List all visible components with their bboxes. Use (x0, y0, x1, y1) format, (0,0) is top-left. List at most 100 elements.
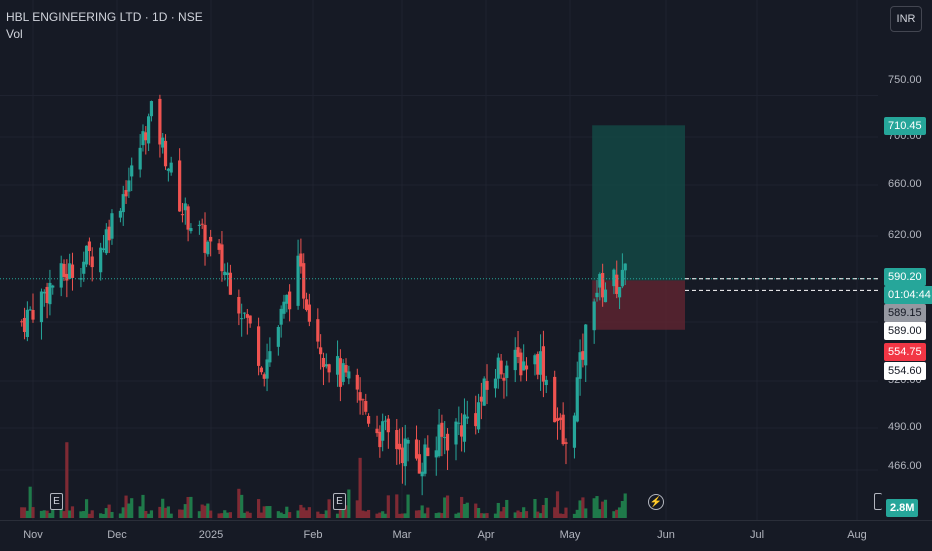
earnings-marker[interactable]: E (50, 493, 63, 510)
candle-body (197, 224, 201, 226)
currency-button[interactable]: INR (890, 6, 922, 32)
volume-bar (166, 506, 170, 518)
candle-body (141, 131, 145, 146)
volume-bar (141, 494, 145, 518)
volume-bar (223, 510, 227, 518)
volume-bar (341, 508, 345, 518)
volume-bar (578, 500, 582, 518)
bar-countdown-label: 01:04:44 (884, 286, 932, 304)
last-price-label: 590.20 (884, 268, 926, 286)
volume-bar (575, 509, 579, 518)
volume-bar (426, 507, 430, 518)
volume-bar (79, 511, 83, 518)
volume-bar (482, 513, 486, 518)
volume-bar (539, 513, 543, 518)
candle-body (519, 352, 523, 376)
candle-body (79, 278, 83, 280)
volume-bar (118, 513, 123, 518)
candle-body (462, 414, 467, 442)
candle-body (383, 420, 388, 422)
volume-bar (228, 512, 232, 518)
volume-bar (302, 507, 306, 518)
target-zone (592, 125, 685, 281)
candle-body (454, 421, 458, 445)
volume-bar (25, 510, 29, 518)
candle-body (575, 377, 579, 422)
candle-body (474, 413, 478, 427)
price-axis[interactable]: 750.00 700.00 660.00 620.00 520.00 490.0… (878, 0, 932, 520)
candle-body (31, 309, 35, 320)
volume-bar (84, 499, 89, 518)
volume-bar (110, 511, 114, 518)
volume-bar (149, 510, 154, 518)
candle-body (445, 433, 450, 451)
volume-bar (465, 502, 469, 518)
candle-body (335, 356, 340, 375)
volume-bar (82, 511, 86, 518)
volume-bar (541, 504, 546, 518)
candle-body (209, 236, 213, 242)
volume-bar (240, 494, 244, 518)
volume-bar (217, 513, 221, 518)
candle-body (417, 454, 421, 474)
volume-bar (48, 513, 52, 518)
candle-body (386, 418, 390, 433)
time-label: Feb (303, 529, 323, 541)
candle-body (437, 424, 441, 457)
candlestick-chart[interactable] (0, 0, 878, 520)
mark-price-label: 589.15 (884, 304, 926, 322)
candle-body (423, 444, 427, 474)
volume-bar (423, 513, 427, 518)
chart-pane[interactable]: HBL ENGINEERING LTD · 1D · NSE Vol (0, 0, 878, 520)
candle-body (572, 415, 577, 448)
volume-bar (533, 499, 537, 518)
volume-bar (296, 510, 300, 518)
volume-bar (124, 495, 128, 518)
volume-bar (572, 513, 577, 518)
candle-body (364, 401, 368, 412)
volume-bar (31, 507, 35, 518)
candle-body (443, 437, 447, 439)
volume-bar (87, 513, 91, 518)
volume-bar (513, 512, 517, 518)
earnings-marker[interactable]: E (333, 493, 346, 510)
candle-body (288, 291, 292, 310)
time-label: Nov (23, 529, 43, 541)
earnings-marker[interactable] (874, 493, 882, 510)
candle-body (434, 450, 438, 458)
volume-bar (617, 507, 622, 518)
candle-body (327, 364, 331, 373)
volume-bar (130, 498, 134, 518)
volume-bar (203, 505, 207, 518)
candle-body (338, 358, 342, 387)
time-label: Jul (749, 529, 765, 541)
time-axis[interactable]: Nov Dec 2025 Feb Mar Apr May Jun Jul Aug (0, 520, 932, 551)
volume-bar (474, 503, 478, 518)
volume-bar (288, 512, 292, 518)
volume-bar (440, 513, 444, 518)
candle-body (420, 471, 424, 477)
candle-body (65, 273, 69, 281)
lightning-icon[interactable]: ⚡ (648, 494, 664, 510)
candle-body (355, 374, 359, 390)
volume-bar (358, 457, 362, 518)
candle-body (262, 374, 266, 379)
volume-bar (460, 496, 464, 518)
candle-body (200, 223, 204, 225)
volume-bar (242, 512, 247, 518)
candle-body (601, 272, 605, 298)
volume-bar (386, 495, 390, 518)
candle-body (522, 361, 526, 371)
volume-bar (268, 506, 272, 518)
candle-body (592, 301, 596, 331)
volume-bar (279, 512, 283, 518)
candle-body (149, 101, 154, 117)
volume-bar (496, 502, 500, 518)
volume-bar (443, 497, 447, 518)
candle-body (395, 430, 399, 450)
volume-bar (62, 511, 66, 518)
candle-body (319, 347, 323, 355)
volume-bar (620, 500, 624, 518)
volume-bar (248, 512, 252, 518)
volume-bar (307, 507, 311, 518)
